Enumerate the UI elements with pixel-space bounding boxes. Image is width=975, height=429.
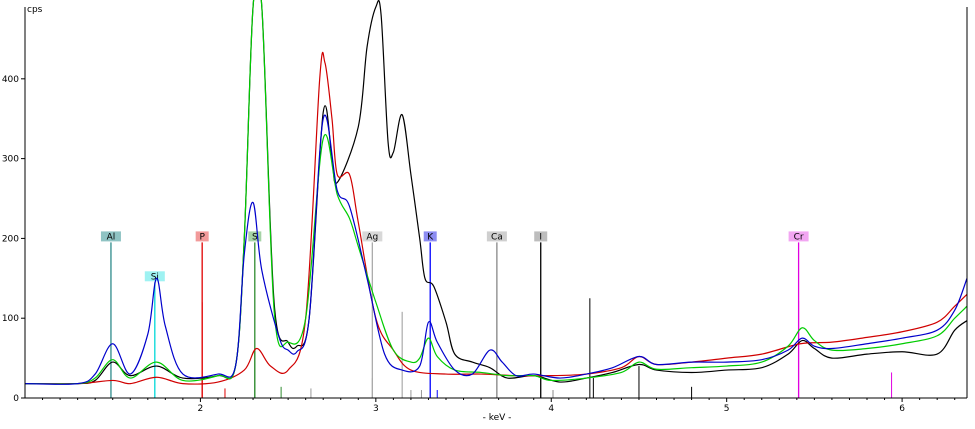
y-tick-label: 200 [2,234,19,244]
y-tick-label: 300 [2,155,19,165]
element-marker-label-bg-ag [362,231,383,242]
element-marker-label-bg-i [534,231,548,242]
element-marker-label-bg-ca [486,231,507,242]
y-axis-label: cps [27,5,43,15]
x-tick-label: 6 [899,404,905,414]
x-tick-label: 2 [198,404,204,414]
y-tick-label: 400 [2,75,19,85]
x-tick-label: 3 [373,404,379,414]
spectrum-series-2 [24,51,968,385]
element-marker-label-cr: Cr [794,232,804,242]
series-group [24,0,968,385]
x-axis-label: - keV - [483,413,512,423]
element-marker-label-bg-s [248,231,262,242]
element-marker-label-ag: Ag [366,232,378,242]
element-marker-label-bg-p [195,231,209,242]
element-marker-label-ca: Ca [491,232,503,242]
element-marker-label-bg-k [423,231,437,242]
element-marker-label-si: Si [151,272,159,282]
x-tick-label: 4 [548,404,554,414]
element-marker-label-bg-al [100,231,121,242]
element-marker-label-k: K [427,232,434,242]
element-marker-label-bg-si [144,271,165,282]
axes-group: 0 100 200 300 400 2 3 4 5 6 [2,7,968,414]
element-marker-label-s: S [252,232,258,242]
element-marker-label-p: P [199,232,205,242]
element-marker-label-bg-cr [788,231,809,242]
element-marker-label-i: I [539,232,542,242]
x-tick-label: 5 [724,404,730,414]
element-marker-label-al: Al [107,232,116,242]
spectrum-series-4 [24,114,968,385]
y-tick-label: 0 [13,394,19,404]
y-tick-label: 100 [2,314,19,324]
